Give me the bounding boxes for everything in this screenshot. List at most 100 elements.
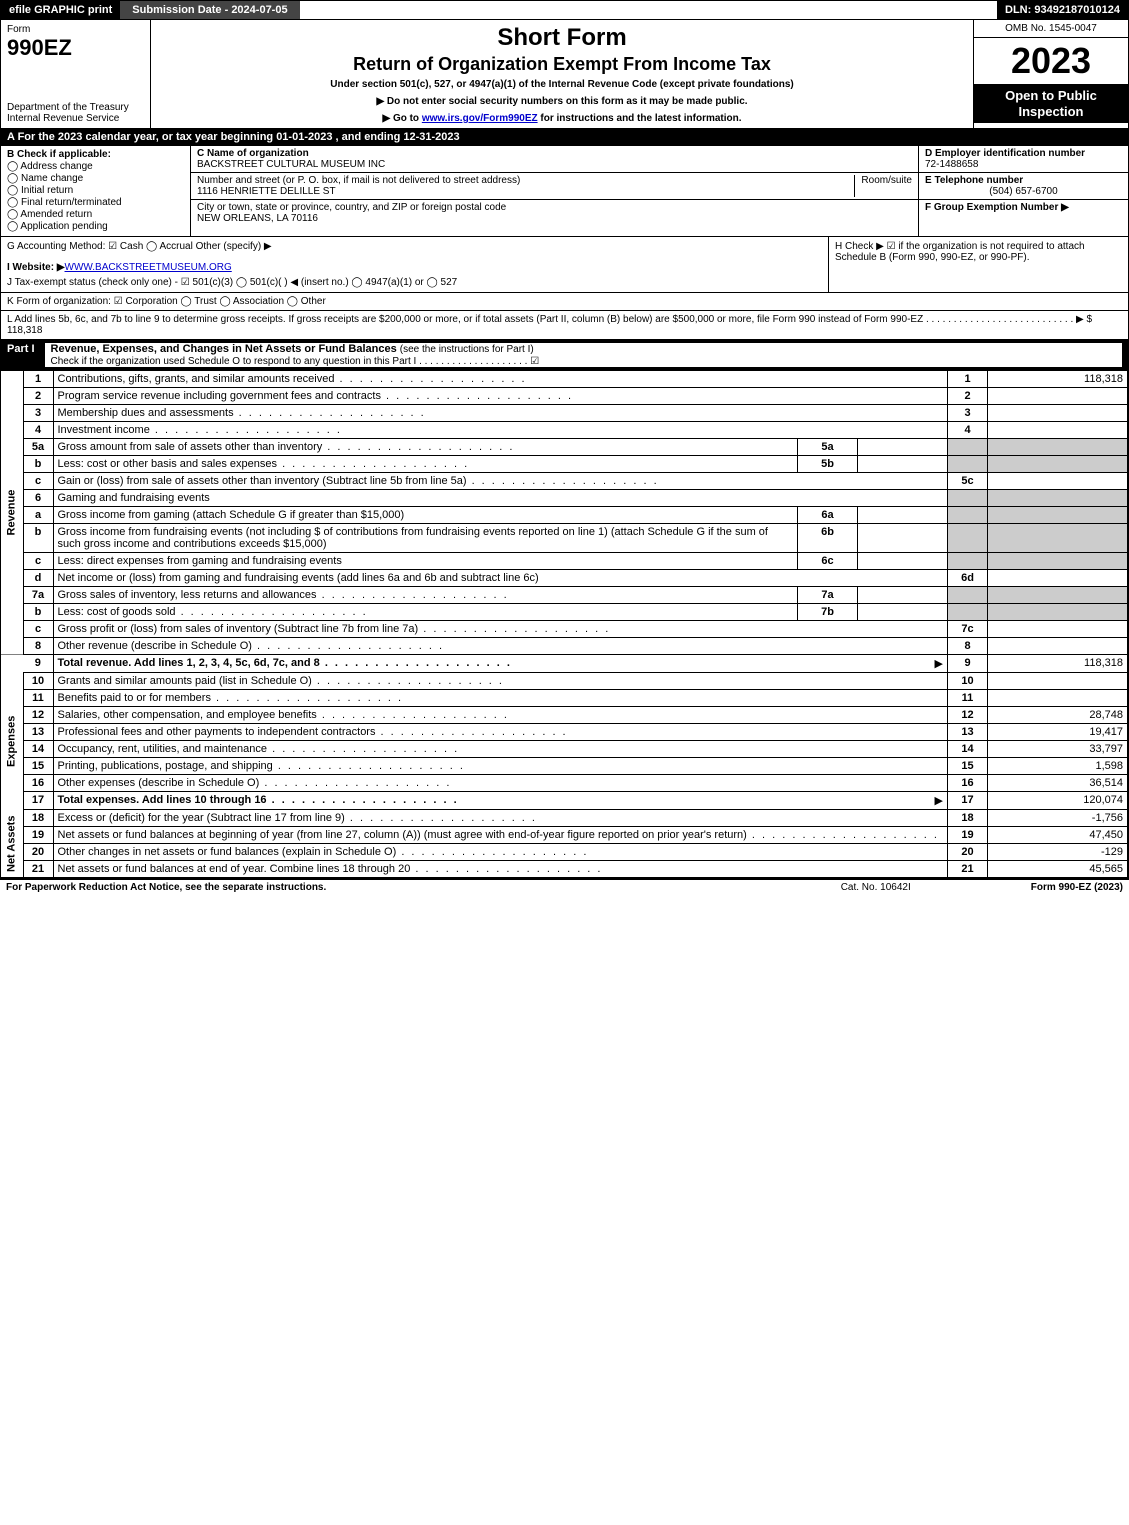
part1-sub: (see the instructions for Part I): [400, 344, 534, 355]
line-5c: cGain or (loss) from sale of assets othe…: [1, 473, 1128, 490]
group-exempt-label: F Group Exemption Number ▶: [925, 202, 1069, 213]
line-8: 8Other revenue (describe in Schedule O)8: [1, 638, 1128, 655]
line-5b: bLess: cost or other basis and sales exp…: [1, 456, 1128, 473]
ein-label: D Employer identification number: [925, 148, 1085, 159]
cat-no: Cat. No. 10642I: [841, 882, 911, 893]
line-6: 6Gaming and fundraising events: [1, 490, 1128, 507]
line-7a: 7aGross sales of inventory, less returns…: [1, 587, 1128, 604]
accounting-method: G Accounting Method: ☑ Cash ◯ Accrual Ot…: [7, 241, 822, 252]
chk-address[interactable]: ◯ Address change: [7, 161, 184, 172]
street: 1116 HENRIETTE DELILLE ST: [197, 186, 336, 197]
main-title: Return of Organization Exempt From Incom…: [159, 54, 965, 75]
header-right: OMB No. 1545-0047 2023 Open to Public In…: [973, 20, 1128, 128]
line-12: 12Salaries, other compensation, and empl…: [1, 707, 1128, 724]
line-10: Expenses10Grants and similar amounts pai…: [1, 673, 1128, 690]
chk-initial[interactable]: ◯ Initial return: [7, 185, 184, 196]
efile-label: efile GRAPHIC print: [9, 4, 112, 16]
line-6b: bGross income from fundraising events (n…: [1, 524, 1128, 553]
section-b-c-d: B Check if applicable: ◯ Address change …: [0, 146, 1129, 237]
form-label: Form: [7, 24, 144, 35]
irs-link[interactable]: www.irs.gov/Form990EZ: [422, 113, 538, 124]
side-netassets: Net Assets: [1, 810, 23, 878]
goto-prefix: ▶ Go to: [382, 113, 421, 124]
lines-table: Revenue 1 Contributions, gifts, grants, …: [0, 371, 1129, 879]
side-revenue: Revenue: [1, 371, 23, 655]
city-label: City or town, state or province, country…: [197, 202, 506, 213]
line-6a: aGross income from gaming (attach Schedu…: [1, 507, 1128, 524]
section-k: K Form of organization: ☑ Corporation ◯ …: [0, 293, 1129, 311]
b-label: B Check if applicable:: [7, 149, 111, 160]
part1-label: Part I: [7, 343, 45, 367]
part1-title: Revenue, Expenses, and Changes in Net As…: [51, 343, 400, 355]
line-18: Net Assets18Excess or (deficit) for the …: [1, 810, 1128, 827]
website-label: I Website: ▶: [7, 262, 65, 273]
section-g: G Accounting Method: ☑ Cash ◯ Accrual Ot…: [1, 237, 828, 292]
chk-name[interactable]: ◯ Name change: [7, 173, 184, 184]
omb-number: OMB No. 1545-0047: [974, 20, 1128, 38]
line-6c: cLess: direct expenses from gaming and f…: [1, 553, 1128, 570]
submission-date: Submission Date - 2024-07-05: [120, 1, 299, 19]
line-16: 16Other expenses (describe in Schedule O…: [1, 775, 1128, 792]
tel-label: E Telephone number: [925, 175, 1023, 186]
line-13: 13Professional fees and other payments t…: [1, 724, 1128, 741]
section-l: L Add lines 5b, 6c, and 7b to line 9 to …: [0, 311, 1129, 340]
website-link[interactable]: WWW.BACKSTREETMUSEUM.ORG: [65, 262, 232, 273]
header-left: Form 990EZ Department of the Treasury In…: [1, 20, 151, 128]
l-text: L Add lines 5b, 6c, and 7b to line 9 to …: [7, 314, 1092, 325]
line-21: 21Net assets or fund balances at end of …: [1, 861, 1128, 878]
goto-row: ▶ Go to www.irs.gov/Form990EZ for instru…: [159, 113, 965, 124]
section-d-e-f: D Employer identification number 72-1488…: [918, 146, 1128, 236]
line-6d: dNet income or (loss) from gaming and fu…: [1, 570, 1128, 587]
efile-print[interactable]: efile GRAPHIC print: [1, 1, 120, 19]
line-14: 14Occupancy, rent, utilities, and mainte…: [1, 741, 1128, 758]
side-expenses: Expenses: [1, 673, 23, 810]
form-number: 990EZ: [7, 35, 144, 61]
tel: (504) 657-6700: [925, 186, 1122, 197]
top-bar: efile GRAPHIC print Submission Date - 20…: [0, 0, 1129, 20]
line-11: 11Benefits paid to or for members11: [1, 690, 1128, 707]
line-7b: bLess: cost of goods sold7b: [1, 604, 1128, 621]
l-amount: 118,318: [7, 325, 42, 336]
form-ref: Form 990-EZ (2023): [1031, 882, 1123, 893]
line-17: 17Total expenses. Add lines 10 through 1…: [1, 792, 1128, 810]
street-label: Number and street (or P. O. box, if mail…: [197, 175, 520, 186]
line-9: 9Total revenue. Add lines 1, 2, 3, 4, 5c…: [1, 655, 1128, 673]
part1-header: Part I Revenue, Expenses, and Changes in…: [0, 340, 1129, 371]
c-name-label: C Name of organization: [197, 148, 309, 159]
under-section: Under section 501(c), 527, or 4947(a)(1)…: [159, 79, 965, 90]
line-4: 4Investment income4: [1, 422, 1128, 439]
city: NEW ORLEANS, LA 70116: [197, 213, 318, 224]
org-name: BACKSTREET CULTURAL MUSEUM INC: [197, 159, 385, 170]
part1-check: Check if the organization used Schedule …: [51, 356, 540, 367]
header-center: Short Form Return of Organization Exempt…: [151, 20, 973, 128]
section-c: C Name of organization BACKSTREET CULTUR…: [191, 146, 918, 236]
dln: DLN: 93492187010124: [997, 1, 1128, 19]
open-to-public: Open to Public Inspection: [974, 84, 1128, 123]
section-h: H Check ▶ ☑ if the organization is not r…: [828, 237, 1128, 292]
goto-suffix: for instructions and the latest informat…: [538, 113, 742, 124]
tax-exempt-status: J Tax-exempt status (check only one) - ☑…: [7, 277, 822, 288]
short-form-title: Short Form: [159, 24, 965, 52]
line-20: 20Other changes in net assets or fund ba…: [1, 844, 1128, 861]
section-b: B Check if applicable: ◯ Address change …: [1, 146, 191, 236]
line-5a: 5aGross amount from sale of assets other…: [1, 439, 1128, 456]
line-15: 15Printing, publications, postage, and s…: [1, 758, 1128, 775]
dept: Department of the Treasury Internal Reve…: [7, 102, 144, 124]
ein: 72-1488658: [925, 159, 978, 170]
room-label: Room/suite: [854, 175, 912, 197]
chk-pending[interactable]: ◯ Application pending: [7, 221, 184, 232]
chk-final[interactable]: ◯ Final return/terminated: [7, 197, 184, 208]
ssn-warning: ▶ Do not enter social security numbers o…: [159, 96, 965, 107]
paperwork-notice: For Paperwork Reduction Act Notice, see …: [6, 882, 326, 893]
tax-year: 2023: [974, 38, 1128, 84]
footer: For Paperwork Reduction Act Notice, see …: [0, 879, 1129, 895]
line-19: 19Net assets or fund balances at beginni…: [1, 827, 1128, 844]
line-1: Revenue 1 Contributions, gifts, grants, …: [1, 371, 1128, 388]
chk-amended[interactable]: ◯ Amended return: [7, 209, 184, 220]
section-g-h: G Accounting Method: ☑ Cash ◯ Accrual Ot…: [0, 237, 1129, 293]
line-7c: cGross profit or (loss) from sales of in…: [1, 621, 1128, 638]
header-block: Form 990EZ Department of the Treasury In…: [0, 20, 1129, 129]
section-a: A For the 2023 calendar year, or tax yea…: [0, 129, 1129, 146]
line-3: 3Membership dues and assessments3: [1, 405, 1128, 422]
line-2: 2Program service revenue including gover…: [1, 388, 1128, 405]
